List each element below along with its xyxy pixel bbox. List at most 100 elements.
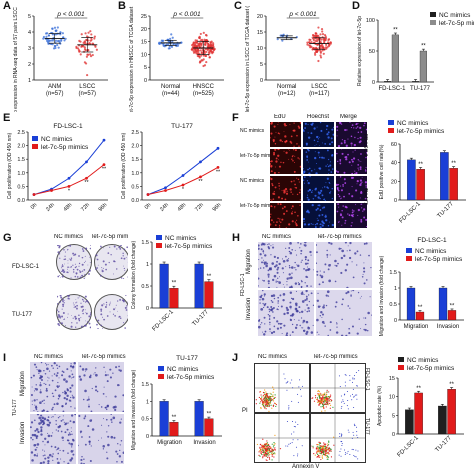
texture-dot [62, 410, 65, 413]
scatter-point [82, 45, 85, 48]
event-dot [329, 400, 331, 403]
texture-dot [305, 320, 309, 324]
texture-dot [292, 129, 295, 132]
texture-dot [47, 376, 49, 378]
event-dot [265, 408, 267, 410]
texture-dot [30, 451, 34, 454]
texture-dot [319, 226, 322, 229]
y-tick-label: 2.5 [131, 130, 139, 136]
micrograph-image [77, 413, 126, 465]
texture-dot [313, 127, 316, 130]
x-category-label: LSCC [79, 84, 96, 90]
event-dot [355, 449, 357, 451]
texture-dot [288, 258, 290, 260]
event-dot [322, 451, 324, 453]
texture-dot [67, 462, 70, 465]
legend-swatch [156, 235, 162, 240]
texture-dot [336, 323, 338, 325]
event-dot [263, 406, 265, 408]
event-dot [297, 393, 299, 395]
legend-swatch [398, 357, 404, 362]
texture-dot [336, 135, 338, 137]
event-dot [269, 400, 271, 402]
event-dot [265, 446, 267, 448]
micrograph-texture [56, 244, 92, 280]
event-dot [327, 456, 330, 458]
legend-label: let-7c-5p mimics [165, 243, 213, 250]
texture-dot [269, 223, 272, 226]
texture-dot [280, 221, 282, 224]
texture-dot [290, 191, 292, 193]
texture-dot [340, 123, 343, 125]
scatter-point [308, 44, 311, 47]
texture-dot [260, 307, 264, 311]
texture-dot [262, 331, 264, 333]
texture-dot [33, 399, 36, 402]
event-dot [347, 408, 349, 410]
texture-dot [306, 297, 308, 300]
event-dot [269, 453, 271, 455]
texture-dot [60, 296, 63, 299]
texture-dot [51, 408, 54, 411]
texture-dot [346, 286, 349, 290]
texture-dot [84, 443, 87, 446]
legend-swatch [388, 120, 394, 125]
texture-dot [275, 157, 278, 160]
scatter-point [314, 39, 318, 43]
scatter-point [167, 43, 170, 46]
event-dot [291, 400, 293, 402]
texture-dot [273, 274, 277, 278]
event-dot [356, 434, 358, 436]
texture-dot [62, 449, 65, 452]
texture-dot [91, 428, 95, 431]
texture-dot [277, 196, 281, 199]
texture-dot [68, 375, 71, 378]
texture-dot [369, 296, 371, 298]
texture-dot [337, 262, 339, 265]
event-dot [267, 444, 269, 446]
texture-dot [334, 280, 337, 283]
texture-dot [105, 418, 108, 421]
texture-dot [340, 176, 342, 178]
texture-dot [71, 438, 75, 441]
texture-dot [90, 244, 91, 246]
texture-dot [118, 365, 120, 368]
event-dot [264, 396, 267, 398]
texture-dot [34, 448, 37, 451]
texture-dot [321, 213, 324, 216]
significance-marker: ** [421, 44, 426, 50]
texture-dot [33, 454, 37, 457]
texture-dot [320, 275, 324, 278]
texture-dot [273, 171, 276, 175]
texture-dot [306, 156, 308, 159]
event-dot [267, 451, 269, 453]
event-dot [318, 449, 320, 451]
event-dot [352, 431, 354, 433]
texture-dot [301, 291, 304, 293]
texture-dot [33, 410, 35, 412]
texture-dot [302, 322, 304, 324]
texture-dot [78, 317, 80, 320]
texture-dot [61, 308, 63, 310]
texture-dot [295, 308, 298, 310]
texture-dot [44, 437, 47, 440]
texture-dot [51, 455, 54, 458]
event-dot [318, 395, 320, 398]
scatter-point [315, 32, 318, 35]
texture-dot [317, 292, 319, 295]
texture-dot [289, 124, 291, 126]
texture-dot [305, 275, 308, 278]
texture-dot [306, 298, 308, 301]
y-axis-label: Relative expression of let-7c-5p [357, 16, 363, 86]
texture-dot [286, 277, 289, 280]
texture-dot [69, 258, 72, 261]
x-category-label: ANM [48, 84, 61, 90]
y-axis-label: let-7c-5p expression in RNA-seq data of … [13, 6, 19, 112]
event-dot [268, 449, 271, 451]
event-dot [347, 450, 349, 452]
texture-dot [74, 305, 76, 308]
texture-dot [278, 226, 281, 228]
texture-dot [66, 428, 69, 431]
legend-label: NC mimics [407, 357, 439, 364]
texture-dot [87, 425, 90, 428]
